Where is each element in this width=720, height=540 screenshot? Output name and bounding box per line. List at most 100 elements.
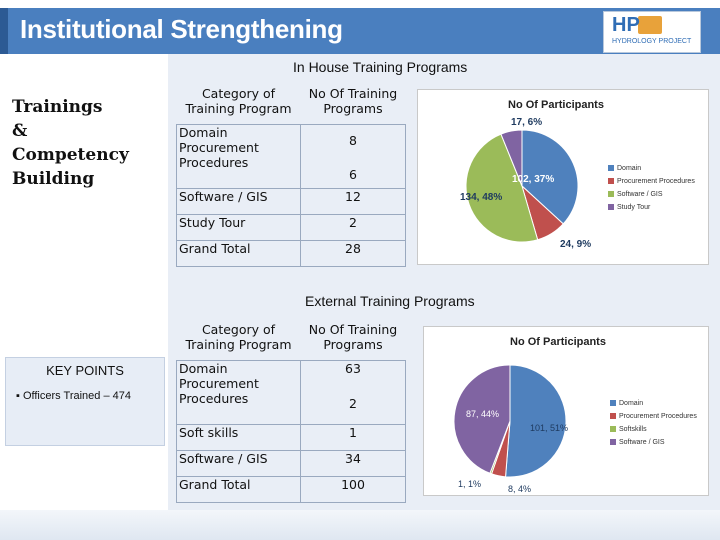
logo-text: HP: [612, 14, 640, 36]
data-label: 102, 37%: [512, 174, 555, 185]
row-value: 12: [300, 187, 406, 215]
legend-label: Procurement Procedures: [617, 178, 695, 185]
legend-item: Procurement Procedures: [610, 410, 697, 423]
table-row: Software / GIS 34: [176, 449, 406, 477]
row-category: Grand Total: [176, 239, 301, 267]
legend-swatch: [608, 191, 614, 198]
legend-label: Softskills: [619, 426, 647, 433]
legend-item: Domain: [608, 162, 695, 175]
chart-title: No Of Participants: [510, 336, 606, 348]
legend-item: Software / GIS: [608, 188, 695, 201]
chart-legend: Domain Procurement Procedures Software /…: [608, 162, 695, 214]
legend-label: Domain: [619, 400, 644, 407]
table-row: Study Tour 2: [176, 213, 406, 241]
trainings-heading: Trainings & Competency Building: [12, 95, 129, 191]
legend-item: Domain: [610, 397, 697, 410]
key-point-item: ▪ Officers Trained – 474: [16, 390, 131, 402]
row-category: Software / GIS: [176, 449, 301, 477]
legend-swatch: [610, 426, 616, 433]
legend-swatch: [610, 413, 616, 420]
row-value: 100: [300, 475, 406, 503]
pie-slice-study-tour: [500, 129, 523, 187]
cell-value: 2: [349, 395, 357, 411]
table-row: Grand Total 100: [176, 475, 406, 503]
external-participants-chart: No Of Participants 87, 44% 101, 51% 8, 4…: [423, 326, 709, 496]
table-row: Domain Procurement Procedures 63 2: [176, 359, 406, 425]
row-category: Software / GIS: [176, 187, 301, 215]
row-value: 1: [300, 423, 406, 451]
row-category: Soft skills: [176, 423, 301, 451]
pie-chart-svg: [465, 129, 579, 243]
row-category: Domain Procurement Procedures: [176, 359, 301, 425]
legend-item: Softskills: [610, 423, 697, 436]
legend-label: Software / GIS: [619, 439, 665, 446]
legend-swatch: [608, 165, 614, 172]
legend-label: Study Tour: [617, 204, 651, 211]
row-value: 34: [300, 449, 406, 477]
data-label: 17, 6%: [511, 117, 543, 128]
cell-text: Domain: [179, 360, 228, 376]
cell-text: Procurement Procedures: [179, 139, 259, 170]
heading-line: Competency: [12, 145, 129, 165]
column-header-count: No Of Training Programs: [308, 86, 398, 116]
legend-swatch: [608, 204, 614, 211]
cell-value: 8: [349, 132, 357, 148]
row-category: Domain Procurement Procedures: [176, 123, 301, 189]
data-label: 87, 44%: [466, 409, 500, 419]
pie-slice-software-gis: [465, 133, 539, 243]
data-label: 134, 48%: [460, 192, 503, 203]
legend-item: Study Tour: [608, 201, 695, 214]
key-points-box: KEY POINTS ▪ Officers Trained – 474: [5, 357, 165, 446]
heading-line: &: [12, 121, 28, 141]
data-label: 101, 51%: [530, 423, 569, 433]
external-title: External Training Programs: [305, 293, 475, 309]
legend-swatch: [610, 439, 616, 446]
heading-line: Building: [12, 169, 95, 189]
title-bar-accent: [0, 8, 8, 54]
in-house-participants-chart: No Of Participants 17, 6% 102, 37% 134, …: [417, 89, 709, 265]
cell-value: 6: [349, 166, 357, 182]
data-label: 1, 1%: [458, 479, 482, 489]
title-bar: [0, 8, 720, 54]
row-category: Grand Total: [176, 475, 301, 503]
external-table: Category of Training Program No Of Train…: [176, 320, 406, 503]
column-header-category: Category of Training Program: [185, 86, 292, 116]
pie-chart-svg: [453, 364, 567, 478]
key-points-title: KEY POINTS: [46, 363, 124, 378]
cell-text: Procurement Procedures: [179, 375, 259, 406]
chart-legend: Domain Procurement Procedures Softskills…: [610, 397, 697, 449]
table-header-row: Category of Training Program No Of Train…: [177, 320, 406, 360]
legend-label: Software / GIS: [617, 191, 663, 198]
pie-slice-domain: [521, 129, 579, 225]
table-row: Grand Total 28: [176, 239, 406, 267]
chart-title: No Of Participants: [508, 99, 604, 111]
cell-value: 63: [345, 360, 361, 376]
hydrology-project-logo: HP HYDROLOGY PROJECT: [603, 11, 701, 53]
footer-band: [0, 510, 720, 540]
heading-line: Trainings: [12, 97, 103, 117]
column-header-category: Category of Training Program: [185, 322, 292, 352]
in-house-title: In House Training Programs: [293, 59, 468, 75]
row-value: 63 2: [300, 359, 406, 425]
legend-item: Procurement Procedures: [608, 175, 695, 188]
in-house-table: Category of Training Program No Of Train…: [176, 84, 406, 267]
legend-label: Domain: [617, 165, 642, 172]
logo-subtext: HYDROLOGY PROJECT: [612, 38, 692, 45]
page-title: Institutional Strengthening: [20, 14, 343, 44]
table-header-row: Category of Training Program No Of Train…: [177, 84, 406, 124]
row-category: Study Tour: [176, 213, 301, 241]
legend-swatch: [608, 178, 614, 185]
cell-text: Domain: [179, 124, 228, 140]
column-header-count: No Of Training Programs: [308, 322, 398, 352]
legend-swatch: [610, 400, 616, 407]
legend-label: Procurement Procedures: [619, 413, 697, 420]
data-label: 8, 4%: [508, 484, 532, 494]
data-label: 24, 9%: [560, 239, 592, 250]
logo-mark-icon: [638, 16, 662, 34]
row-value: 2: [300, 213, 406, 241]
pie-slice-domain: [505, 364, 567, 478]
legend-item: Software / GIS: [610, 436, 697, 449]
row-value: 28: [300, 239, 406, 267]
